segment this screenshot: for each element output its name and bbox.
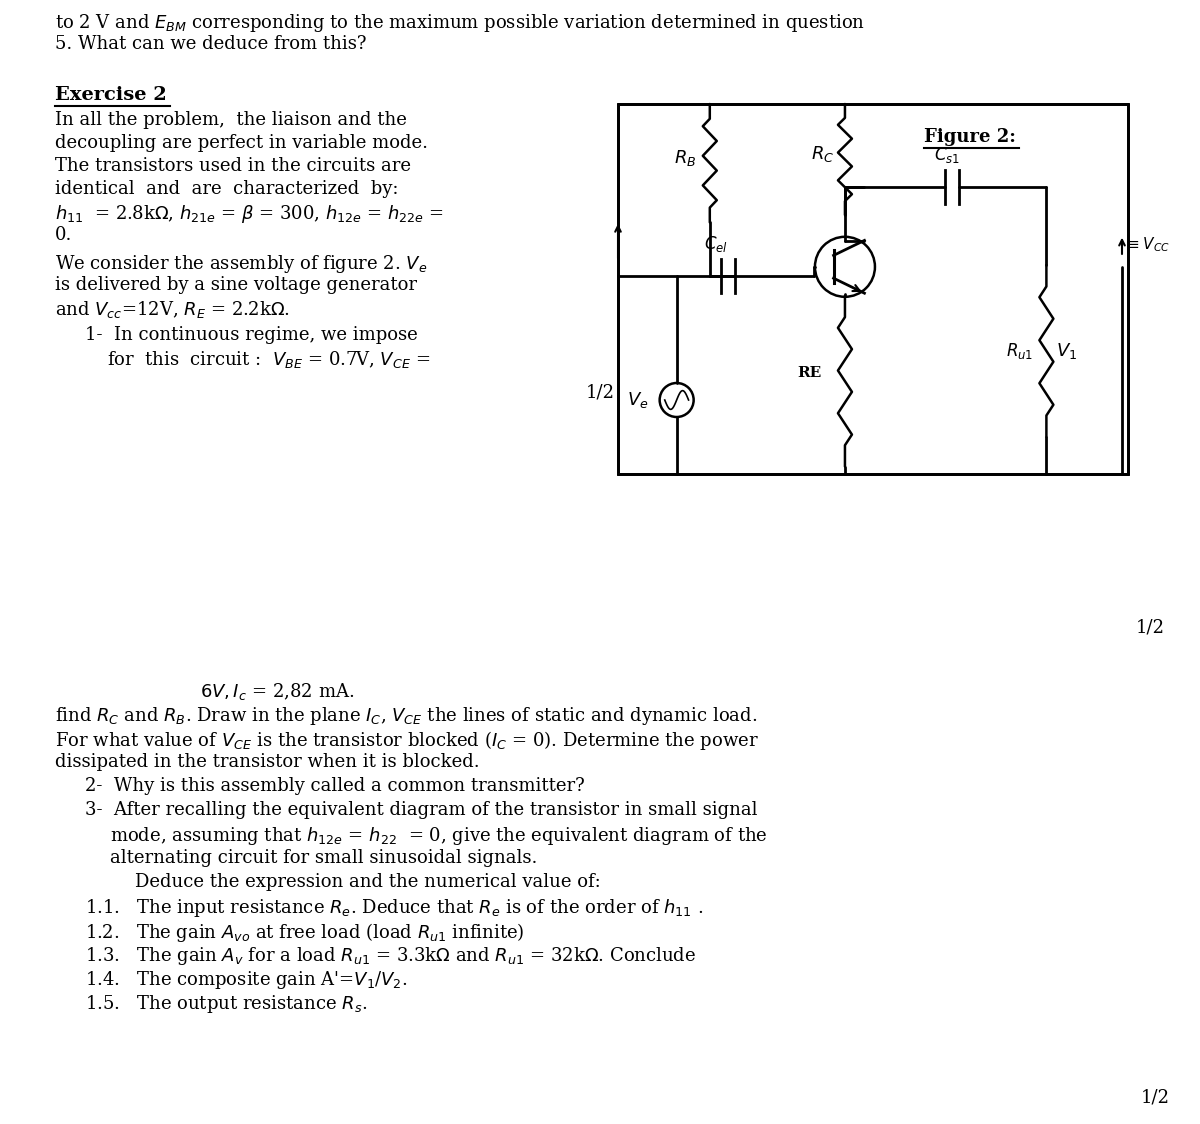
Text: mode, assuming that $h_{12e}$ = $h_{22}$  = 0, give the equivalent diagram of th: mode, assuming that $h_{12e}$ = $h_{22}$… xyxy=(110,825,768,847)
Text: $C_{s1}$: $C_{s1}$ xyxy=(934,145,960,165)
Text: 1-  In continuous regime, we impose: 1- In continuous regime, we impose xyxy=(85,326,418,344)
Text: alternating circuit for small sinusoidal signals.: alternating circuit for small sinusoidal… xyxy=(110,849,538,867)
Text: 5. What can we deduce from this?: 5. What can we deduce from this? xyxy=(55,35,366,53)
Text: 1.5.   The output resistance $R_s$.: 1.5. The output resistance $R_s$. xyxy=(85,992,367,1015)
Text: 1.4.   The composite gain A'=$V_1$/$V_2$.: 1.4. The composite gain A'=$V_1$/$V_2$. xyxy=(85,969,408,991)
Text: Exercise 2: Exercise 2 xyxy=(55,85,167,103)
Text: $V_1$: $V_1$ xyxy=(1056,341,1078,361)
Text: 1.3.   The gain $A_v$ for a load $R_{u1}$ = 3.3k$\Omega$ and $R_{u1}$ = 32k$\Ome: 1.3. The gain $A_v$ for a load $R_{u1}$ … xyxy=(85,945,696,967)
Text: $C_{el}$: $C_{el}$ xyxy=(703,234,727,254)
Text: decoupling are perfect in variable mode.: decoupling are perfect in variable mode. xyxy=(55,134,428,152)
Text: For what value of $V_{CE}$ is the transistor blocked ($I_C$ = 0). Determine the : For what value of $V_{CE}$ is the transi… xyxy=(55,729,758,752)
Text: 1.1.   The input resistance $R_e$. Deduce that $R_e$ is of the order of $h_{11}$: 1.1. The input resistance $R_e$. Deduce … xyxy=(85,897,703,919)
Text: and $V_{cc}$=12V, $R_E$ = 2.2k$\Omega$.: and $V_{cc}$=12V, $R_E$ = 2.2k$\Omega$. xyxy=(55,299,290,319)
Text: $\equiv$$V_{CC}$: $\equiv$$V_{CC}$ xyxy=(1124,235,1170,254)
Text: is delivered by a sine voltage generator: is delivered by a sine voltage generator xyxy=(55,275,418,293)
Text: The transistors used in the circuits are: The transistors used in the circuits are xyxy=(55,156,410,174)
Text: 0.: 0. xyxy=(55,226,72,244)
Text: to 2 V and $E_{BM}$ corresponding to the maximum possible variation determined i: to 2 V and $E_{BM}$ corresponding to the… xyxy=(55,12,865,34)
Bar xyxy=(618,105,1128,474)
Text: Deduce the expression and the numerical value of:: Deduce the expression and the numerical … xyxy=(134,873,601,891)
Text: identical  and  are  characterized  by:: identical and are characterized by: xyxy=(55,180,398,198)
Text: find $R_C$ and $R_B$. Draw in the plane $I_C$, $V_{CE}$ the lines of static and : find $R_C$ and $R_B$. Draw in the plane … xyxy=(55,705,757,727)
Text: $h_{11}$  = 2.8k$\Omega$, $h_{21e}$ = $\beta$ = 300, $h_{12e}$ = $h_{22e}$ =: $h_{11}$ = 2.8k$\Omega$, $h_{21e}$ = $\b… xyxy=(55,202,444,225)
Text: RE: RE xyxy=(797,366,821,380)
Text: for  this  circuit :  $V_{BE}$ = 0.7V, $V_{CE}$ =: for this circuit : $V_{BE}$ = 0.7V, $V_{… xyxy=(107,348,431,370)
Text: $R_B$: $R_B$ xyxy=(674,148,696,169)
Text: $R_C$: $R_C$ xyxy=(811,145,834,164)
Text: 2-  Why is this assembly called a common transmitter?: 2- Why is this assembly called a common … xyxy=(85,777,584,795)
Text: We consider the assembly of figure 2. $V_e$: We consider the assembly of figure 2. $V… xyxy=(55,253,427,274)
Text: Figure 2:: Figure 2: xyxy=(924,128,1016,146)
Text: In all the problem,  the liaison and the: In all the problem, the liaison and the xyxy=(55,110,407,128)
Text: $6V, I_c$ = 2,82 mA.: $6V, I_c$ = 2,82 mA. xyxy=(200,681,354,702)
Text: 1/2: 1/2 xyxy=(1141,1088,1170,1106)
Text: 1/2: 1/2 xyxy=(586,383,614,401)
Text: 1.2.   The gain $A_{vo}$ at free load (load $R_{u1}$ infinite): 1.2. The gain $A_{vo}$ at free load (loa… xyxy=(85,921,524,944)
Text: 3-  After recalling the equivalent diagram of the transistor in small signal: 3- After recalling the equivalent diagra… xyxy=(85,801,757,819)
Text: $R_{u1}$: $R_{u1}$ xyxy=(1007,341,1033,361)
Text: dissipated in the transistor when it is blocked.: dissipated in the transistor when it is … xyxy=(55,753,480,771)
Text: $V_e$: $V_e$ xyxy=(626,390,648,410)
Text: 1/2: 1/2 xyxy=(1136,619,1165,637)
